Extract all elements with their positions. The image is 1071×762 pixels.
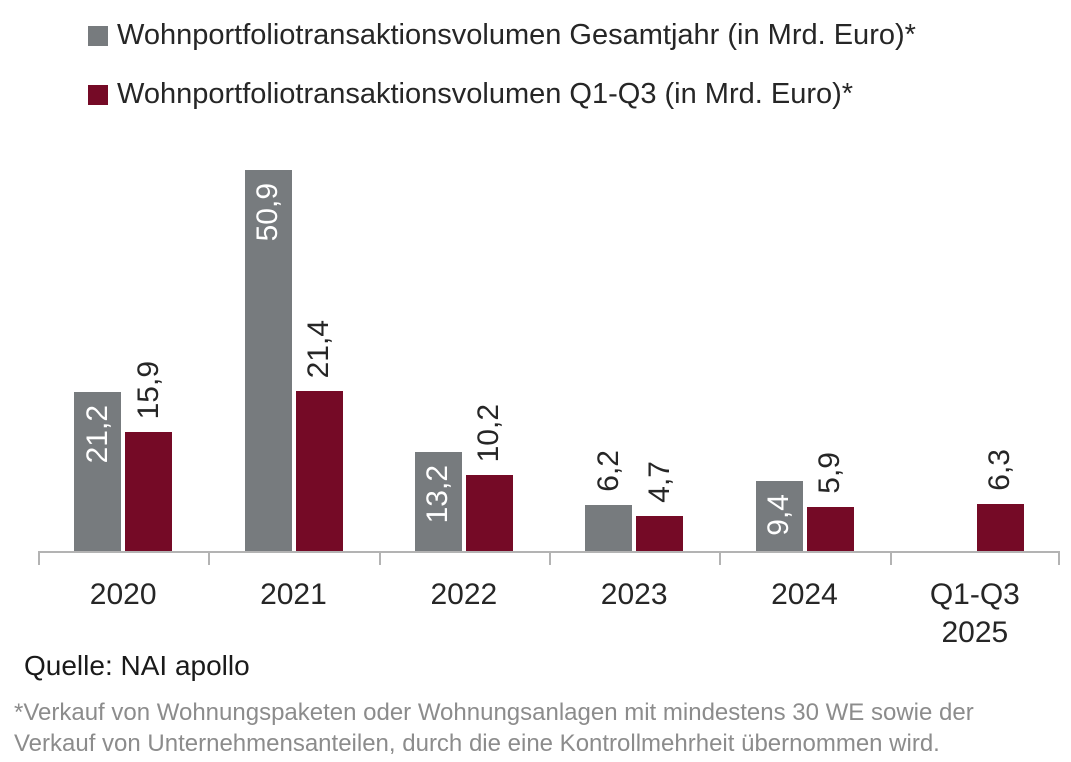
- legend-swatch-q1q3: [88, 84, 108, 105]
- axis-tick: [379, 553, 381, 565]
- axis-tick: [549, 553, 551, 565]
- axis-tick: [890, 553, 892, 565]
- x-axis-labels: 2020 2021 2022 2023 2024 Q1-Q3 2025: [38, 576, 1060, 660]
- legend-item-q1q3: Wohnportfoliotransaktionsvolumen Q1-Q3 (…: [88, 77, 916, 111]
- axis-tick: [208, 553, 210, 565]
- bar-value-label: 4,7: [642, 461, 676, 503]
- legend-label-gesamtjahr: Wohnportfoliotransaktionsvolumen Gesamtj…: [117, 19, 916, 51]
- bar-value-label: 6,3: [983, 449, 1017, 491]
- bar-q1q3-2022: 10,2: [465, 404, 513, 551]
- bar-gesamtjahr-2023: 6,2: [585, 450, 633, 551]
- x-axis-label: 2021: [260, 578, 327, 611]
- legend-item-gesamtjahr: Wohnportfoliotransaktionsvolumen Gesamtj…: [88, 19, 916, 52]
- legend-swatch-gesamtjahr: [88, 25, 108, 46]
- bar-gesamtjahr-2024: 9,4: [755, 481, 803, 551]
- axis-tick: [38, 553, 40, 565]
- x-axis-label: 2022: [430, 578, 498, 611]
- bar-q1q3-2024: 5,9: [806, 452, 854, 551]
- bar-value-label: 9,4: [762, 494, 795, 536]
- bar-value-label: 50,9: [251, 183, 284, 242]
- axis-tick: [1058, 553, 1060, 565]
- bar-q1q3-2020: 15,9: [125, 361, 173, 551]
- bar-value-label: 15,9: [131, 360, 165, 419]
- x-axis-line: [38, 551, 1060, 553]
- bar-value-label: 10,2: [472, 403, 506, 462]
- x-axis-label: 2020: [89, 578, 157, 611]
- legend-label-q1q3: Wohnportfoliotransaktionsvolumen Q1-Q3 (…: [117, 77, 854, 110]
- footnote-text: *Verkauf von Wohnungspaketen oder Wohnun…: [14, 699, 974, 757]
- x-axis-label: 2024: [771, 578, 838, 611]
- x-axis-label: 2023: [600, 578, 668, 611]
- bar-q1q3-2021: 21,4: [295, 320, 343, 551]
- bar-value-label: 5,9: [813, 452, 846, 494]
- bar-value-label: 13,2: [421, 465, 455, 524]
- bar-value-label: 6,2: [591, 450, 625, 492]
- bar-q1q3-2023: 4,7: [636, 461, 684, 551]
- bar-value-label: 21,2: [80, 405, 114, 464]
- bar-value-label: 21,4: [302, 319, 335, 378]
- x-axis-label: Q1-Q3 2025: [929, 578, 1020, 649]
- source-text: Quelle: NAI apollo: [24, 650, 250, 681]
- plot-area: 21,2 50,9 13,2 6,2 9,4 15,9 21,4 10,2 4,7 5,9 6,3: [38, 140, 1060, 565]
- bar-gesamtjahr-2021: 50,9: [244, 170, 292, 551]
- chart-legend: Wohnportfoliotransaktionsvolumen Gesamtj…: [88, 19, 916, 138]
- axis-tick: [719, 553, 721, 565]
- bar-q1q3-Q1-Q3-2025: 6,3: [976, 449, 1024, 551]
- bar-gesamtjahr-2020: 21,2: [74, 392, 122, 551]
- bar-gesamtjahr-2022: 13,2: [414, 452, 462, 551]
